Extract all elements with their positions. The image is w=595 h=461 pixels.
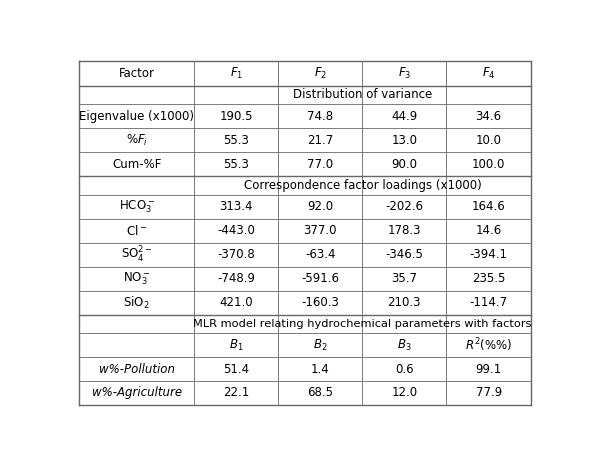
Text: $\mathrm{Cl^-}$: $\mathrm{Cl^-}$ — [126, 224, 147, 237]
Text: 74.8: 74.8 — [307, 110, 333, 123]
Text: 21.7: 21.7 — [307, 134, 333, 147]
Text: 1.4: 1.4 — [311, 362, 330, 376]
Text: $\mathrm{SiO_2}$: $\mathrm{SiO_2}$ — [123, 295, 150, 311]
Text: -63.4: -63.4 — [305, 248, 336, 261]
Text: 178.3: 178.3 — [387, 224, 421, 237]
Text: $B_2$: $B_2$ — [313, 337, 328, 353]
Text: -591.6: -591.6 — [301, 272, 339, 285]
Text: 377.0: 377.0 — [303, 224, 337, 237]
Text: 22.1: 22.1 — [223, 386, 249, 400]
Text: 51.4: 51.4 — [223, 362, 249, 376]
Text: -394.1: -394.1 — [469, 248, 508, 261]
Text: Cum-%F: Cum-%F — [112, 158, 161, 171]
Text: -370.8: -370.8 — [217, 248, 255, 261]
Text: 313.4: 313.4 — [220, 200, 253, 213]
Text: $R^2$(%%): $R^2$(%%) — [465, 336, 512, 354]
Text: 77.9: 77.9 — [475, 386, 502, 400]
Text: 55.3: 55.3 — [223, 134, 249, 147]
Text: $\mathrm{HCO_3^-}$: $\mathrm{HCO_3^-}$ — [118, 198, 155, 215]
Text: 90.0: 90.0 — [392, 158, 417, 171]
Text: $F_4$: $F_4$ — [482, 65, 496, 81]
Text: -114.7: -114.7 — [469, 296, 508, 309]
Text: $F_1$: $F_1$ — [230, 65, 243, 81]
Text: Factor: Factor — [118, 67, 155, 80]
Text: Distribution of variance: Distribution of variance — [293, 89, 432, 101]
Text: 68.5: 68.5 — [307, 386, 333, 400]
Text: 190.5: 190.5 — [220, 110, 253, 123]
Text: 12.0: 12.0 — [392, 386, 418, 400]
Text: 210.3: 210.3 — [387, 296, 421, 309]
Text: Correspondence factor loadings (x1000): Correspondence factor loadings (x1000) — [244, 179, 481, 192]
Text: -202.6: -202.6 — [386, 200, 424, 213]
Text: Eigenvalue (x1000): Eigenvalue (x1000) — [79, 110, 194, 123]
Text: 14.6: 14.6 — [475, 224, 502, 237]
Text: %$F_i$: %$F_i$ — [126, 133, 148, 148]
Text: -443.0: -443.0 — [217, 224, 255, 237]
Text: 421.0: 421.0 — [220, 296, 253, 309]
Text: $\mathrm{SO_4^{2-}}$: $\mathrm{SO_4^{2-}}$ — [121, 244, 152, 265]
Text: 77.0: 77.0 — [307, 158, 333, 171]
Text: 35.7: 35.7 — [392, 272, 417, 285]
Text: MLR model relating hydrochemical parameters with factors: MLR model relating hydrochemical paramet… — [193, 319, 532, 329]
Text: $B_3$: $B_3$ — [397, 337, 412, 353]
Text: 55.3: 55.3 — [223, 158, 249, 171]
Text: $F_3$: $F_3$ — [397, 65, 411, 81]
Text: 13.0: 13.0 — [392, 134, 417, 147]
Text: 10.0: 10.0 — [475, 134, 502, 147]
Text: $F_2$: $F_2$ — [314, 65, 327, 81]
Text: $B_1$: $B_1$ — [229, 337, 243, 353]
Text: 164.6: 164.6 — [472, 200, 506, 213]
Text: w%-Agriculture: w%-Agriculture — [92, 386, 181, 400]
Text: 0.6: 0.6 — [395, 362, 414, 376]
Text: -748.9: -748.9 — [217, 272, 255, 285]
Text: 44.9: 44.9 — [392, 110, 418, 123]
Text: 99.1: 99.1 — [475, 362, 502, 376]
Text: -160.3: -160.3 — [301, 296, 339, 309]
Text: 92.0: 92.0 — [307, 200, 333, 213]
Text: w%-Pollution: w%-Pollution — [99, 362, 174, 376]
Text: 235.5: 235.5 — [472, 272, 505, 285]
Text: $\mathrm{NO_3^-}$: $\mathrm{NO_3^-}$ — [123, 270, 151, 287]
Text: -346.5: -346.5 — [386, 248, 423, 261]
Text: 100.0: 100.0 — [472, 158, 505, 171]
Text: 34.6: 34.6 — [475, 110, 502, 123]
